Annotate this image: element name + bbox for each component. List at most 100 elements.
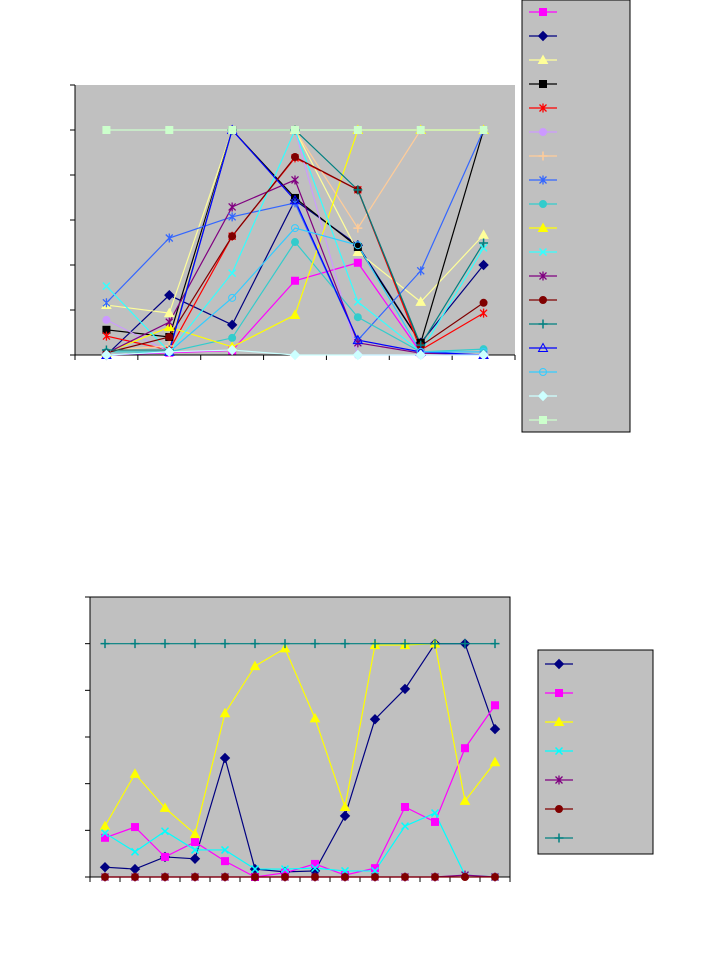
data-point [102, 126, 111, 134]
data-point [416, 126, 425, 134]
legend-marker [539, 416, 547, 424]
data-point [310, 639, 320, 649]
data-point [280, 639, 290, 649]
data-point [416, 266, 425, 276]
data-point [130, 639, 140, 649]
data-point [478, 349, 489, 361]
data-point [228, 202, 237, 212]
data-point [370, 639, 380, 649]
data-point [431, 817, 439, 826]
data-point [461, 873, 469, 881]
data-point [226, 319, 238, 331]
data-point [165, 126, 174, 134]
data-point [165, 333, 174, 341]
data-point [250, 865, 260, 874]
chart [70, 0, 631, 433]
data-point [221, 857, 229, 866]
data-point [491, 701, 499, 710]
data-point [352, 349, 364, 361]
data-point [101, 833, 109, 842]
legend-marker [537, 54, 549, 64]
data-point [340, 639, 350, 649]
data-point [291, 175, 299, 185]
data-point [228, 293, 237, 302]
data-point [165, 233, 174, 243]
data-point [490, 639, 500, 649]
legend-marker [539, 128, 547, 136]
chart [85, 596, 654, 882]
data-point [479, 298, 488, 307]
data-point [489, 723, 501, 735]
data-point [164, 346, 175, 358]
data-point [130, 847, 140, 856]
data-point [291, 153, 299, 161]
data-point [228, 269, 237, 278]
data-point [190, 845, 200, 854]
data-point [131, 873, 139, 881]
legend-marker [539, 271, 547, 281]
legend-marker [537, 222, 549, 232]
data-point [220, 639, 230, 649]
legend-marker [555, 805, 563, 813]
data-point [289, 349, 301, 361]
legend-marker [538, 247, 548, 257]
data-point [250, 639, 260, 649]
legend-marker [539, 296, 547, 304]
legend-marker [537, 390, 549, 402]
legend [521, 0, 631, 433]
data-point [99, 861, 111, 873]
data-point [129, 768, 141, 778]
legend-marker [539, 175, 547, 185]
legend-marker [539, 80, 547, 88]
data-point [159, 802, 171, 812]
data-point [352, 334, 364, 345]
legend-marker [555, 775, 563, 785]
data-point [160, 827, 170, 836]
data-point [281, 873, 289, 881]
data-point [100, 639, 110, 649]
data-point [221, 873, 229, 881]
data-point [479, 238, 489, 248]
data-point [415, 296, 427, 306]
data-point [353, 297, 362, 306]
data-point [249, 660, 261, 671]
data-point [160, 639, 170, 649]
data-point [311, 873, 319, 881]
data-point [491, 873, 499, 881]
data-point [100, 829, 110, 838]
data-point [400, 639, 410, 649]
data-point [430, 639, 440, 649]
data-point [102, 315, 111, 324]
data-point [99, 820, 111, 831]
data-point [353, 313, 362, 322]
data-point [291, 276, 299, 285]
data-point [289, 194, 301, 205]
legend-marker [537, 342, 549, 352]
data-point [164, 289, 175, 301]
data-point [370, 866, 380, 875]
data-point [163, 307, 175, 318]
data-point [101, 873, 109, 881]
legend-marker [553, 716, 565, 726]
data-point [291, 224, 299, 233]
legend-marker [537, 30, 549, 42]
legend-marker [553, 658, 565, 670]
legend-marker [539, 103, 547, 113]
legend-marker [555, 689, 563, 697]
legend-marker [539, 368, 547, 376]
data-point [310, 864, 320, 873]
data-point [353, 241, 362, 250]
data-point [228, 212, 237, 222]
data-point [460, 639, 470, 649]
data-point [191, 873, 199, 881]
data-point [165, 317, 174, 327]
data-point [431, 873, 439, 881]
data-point [291, 126, 299, 134]
data-point [228, 333, 237, 342]
legend-marker [538, 151, 548, 161]
data-point [478, 259, 489, 271]
data-point [251, 873, 259, 881]
data-point [369, 714, 381, 725]
data-point [353, 126, 362, 134]
